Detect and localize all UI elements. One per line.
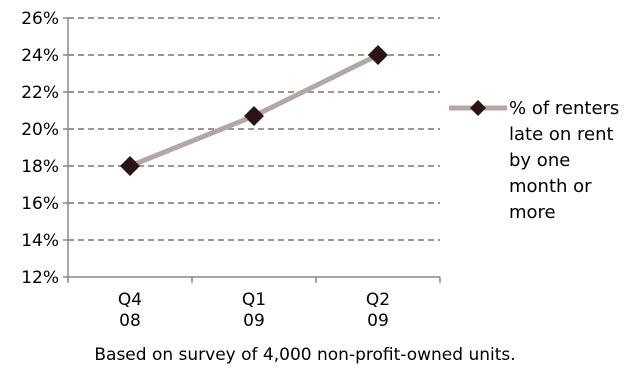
x-tick-label: 09 [243, 311, 265, 331]
legend-label: more [509, 202, 556, 223]
y-tick-label: 22% [21, 83, 59, 103]
chart-caption: Based on survey of 4,000 non-profit-owne… [94, 345, 515, 365]
x-tick-label: Q2 [366, 290, 390, 310]
data-point-marker [368, 45, 388, 65]
y-tick-label: 16% [21, 194, 59, 214]
y-tick-label: 20% [21, 120, 59, 140]
legend-marker-swatch [470, 100, 486, 116]
legend-label: month or [509, 176, 592, 197]
y-tick-label: 18% [21, 157, 59, 177]
x-tick-label: Q1 [242, 290, 266, 310]
data-point-marker [120, 156, 140, 176]
legend-label: by one [509, 150, 570, 171]
y-tick-label: 12% [21, 268, 59, 288]
x-tick-label: 09 [367, 311, 389, 331]
data-point-marker [244, 106, 264, 127]
axes [63, 17, 441, 283]
y-axis-ticks: 12% 14% 16% 18% 20% 22% 24% 26% [21, 9, 59, 288]
legend-label: % of renters [509, 98, 619, 119]
y-tick-label: 14% [21, 231, 59, 251]
x-tick-label: 08 [119, 311, 141, 331]
legend: % of renters late on rent by one month or mo… [449, 98, 619, 223]
x-tick-label: Q4 [118, 290, 142, 310]
series-group [120, 45, 388, 176]
legend-label: late on rent [509, 124, 614, 145]
y-tick-label: 26% [21, 9, 59, 29]
y-tick-label: 24% [21, 46, 59, 66]
